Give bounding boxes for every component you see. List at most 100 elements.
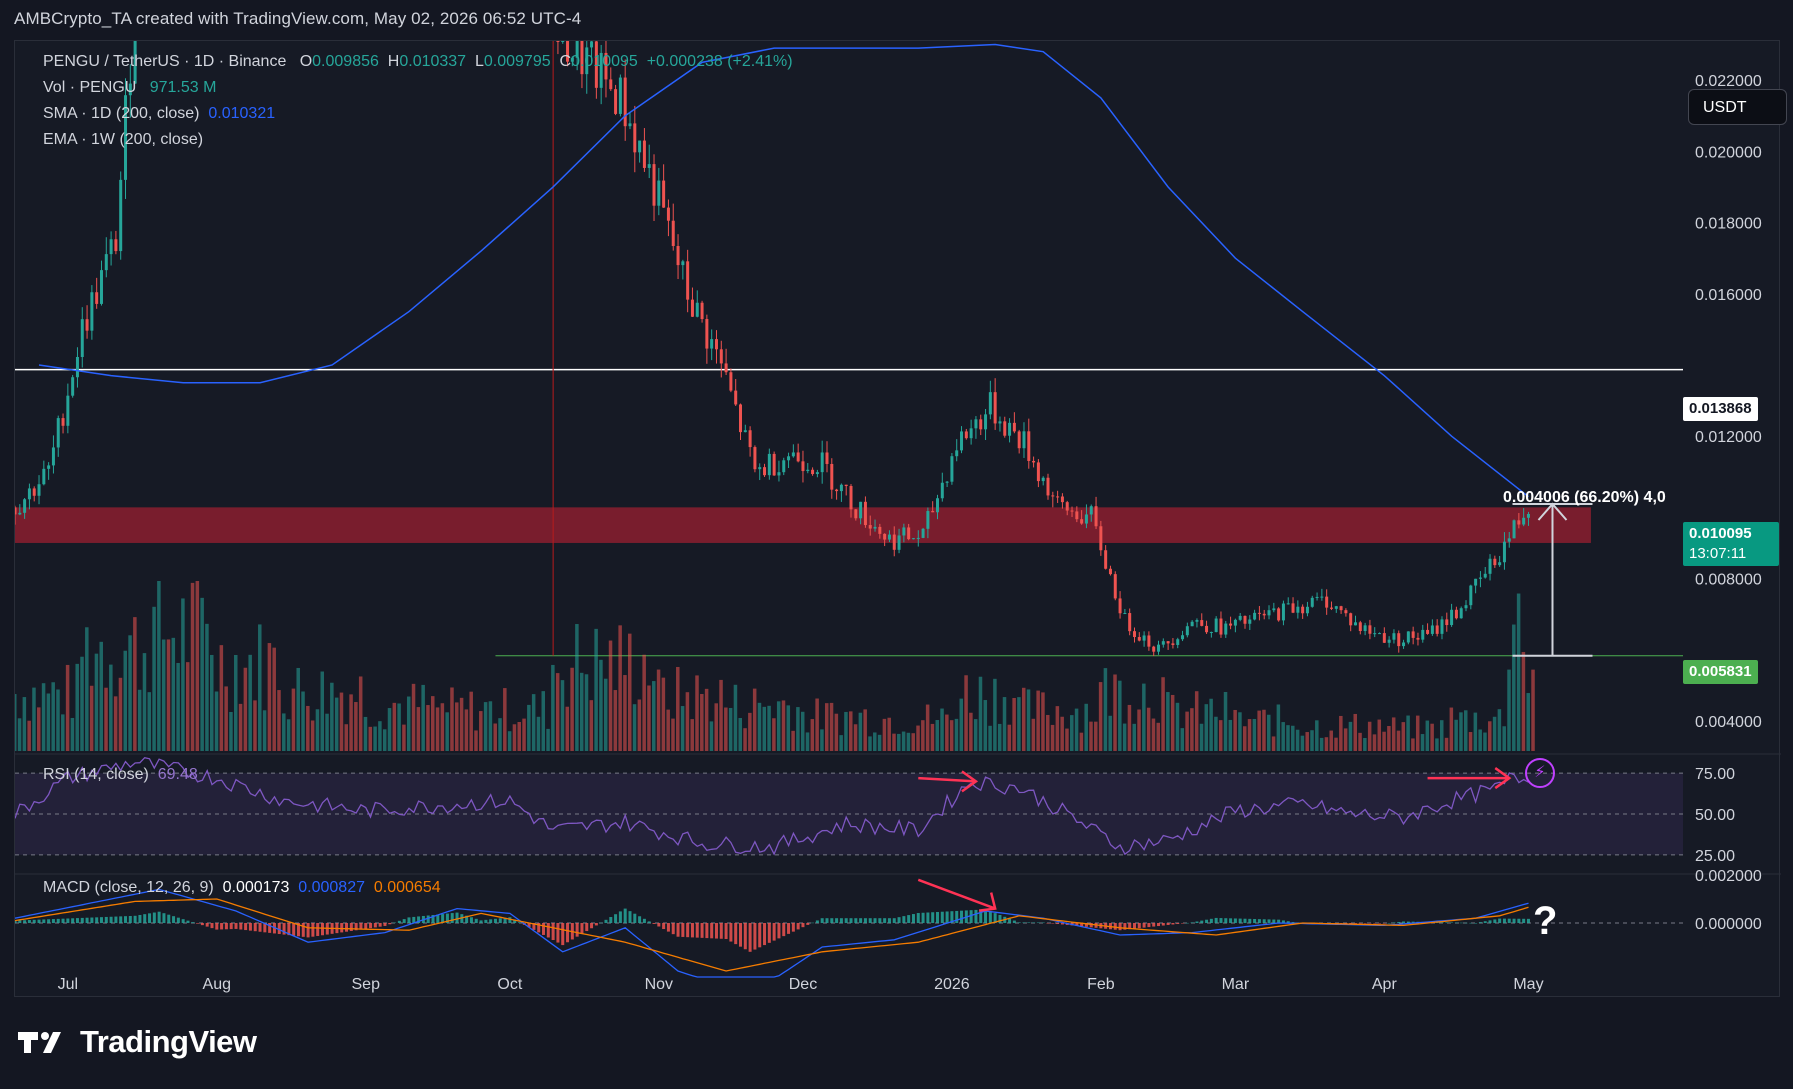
volume-bar bbox=[94, 653, 99, 751]
macd-histogram-bar bbox=[23, 920, 27, 923]
candle-body bbox=[104, 254, 108, 271]
volume-bar bbox=[147, 692, 152, 751]
candle-body bbox=[1118, 598, 1122, 614]
rsi-axis-label: 25.00 bbox=[1695, 848, 1735, 865]
candle-body bbox=[618, 77, 622, 114]
volume-bar bbox=[1175, 702, 1180, 751]
macd-histogram-bar bbox=[714, 923, 718, 939]
lightning-icon[interactable]: ⚡ bbox=[1525, 758, 1555, 788]
macd-histogram-bar bbox=[205, 923, 209, 927]
candle-body bbox=[700, 302, 704, 320]
volume-legend[interactable]: Vol · PENGU 971.53 M bbox=[43, 79, 216, 97]
macd-histogram-bar bbox=[1440, 922, 1444, 923]
macd-histogram-bar bbox=[1257, 919, 1261, 923]
chart-canvas[interactable]: 0.022000 0.020000 0.018000 0.016000 0.012000… bbox=[15, 41, 1781, 998]
macd-histogram-bar bbox=[1354, 923, 1358, 924]
macd-histogram-bar bbox=[739, 923, 743, 947]
candle-body bbox=[1301, 606, 1305, 614]
volume-bar bbox=[161, 639, 166, 751]
volume-bar bbox=[849, 711, 853, 751]
macd-histogram-bar bbox=[825, 918, 829, 923]
macd-histogram-bar bbox=[99, 917, 103, 923]
macd-histogram-bar bbox=[1238, 918, 1242, 923]
volume-bar bbox=[37, 707, 41, 751]
volume-bar bbox=[99, 641, 103, 751]
volume-bar bbox=[1286, 725, 1290, 751]
candle-body bbox=[1426, 629, 1430, 634]
macd-histogram-bar bbox=[128, 915, 132, 923]
volume-bar bbox=[815, 698, 819, 751]
macd-histogram-bar bbox=[1046, 923, 1050, 924]
macd-axis-label: 0.000000 bbox=[1695, 916, 1762, 933]
volume-bar bbox=[844, 711, 848, 751]
macd-histogram-bar bbox=[268, 923, 272, 933]
candle-body bbox=[1123, 613, 1127, 615]
macd-histogram-bar bbox=[873, 918, 877, 923]
volume-bar bbox=[282, 713, 286, 751]
macd-histogram-bar bbox=[1411, 921, 1415, 923]
volume-bar bbox=[868, 736, 872, 751]
volume-bar bbox=[517, 721, 521, 751]
macd-histogram-bar bbox=[623, 908, 627, 923]
candle-body bbox=[1209, 632, 1213, 634]
volume-bar bbox=[1430, 723, 1434, 751]
macd-histogram-bar bbox=[18, 920, 22, 923]
volume-bar bbox=[440, 703, 445, 751]
candle-body bbox=[907, 527, 911, 540]
macd-histogram-bar bbox=[532, 923, 536, 930]
volume-bar bbox=[1084, 703, 1088, 751]
chart-panel[interactable]: 0.022000 0.020000 0.018000 0.016000 0.012000… bbox=[14, 40, 1787, 998]
candle-body bbox=[1195, 620, 1199, 622]
volume-bar bbox=[791, 730, 795, 751]
macd-histogram-bar bbox=[224, 923, 228, 930]
macd-histogram-bar bbox=[157, 911, 161, 923]
macd-histogram-bar bbox=[75, 918, 79, 923]
macd-hist-value: 0.000654 bbox=[373, 879, 441, 896]
macd-histogram-bar bbox=[1469, 922, 1473, 924]
macd-histogram-bar bbox=[1387, 922, 1391, 924]
volume-bar bbox=[1185, 711, 1189, 751]
volume-bar bbox=[22, 697, 27, 751]
volume-bar bbox=[1079, 732, 1084, 751]
macd-histogram-bar bbox=[618, 911, 622, 923]
volume-bar bbox=[973, 719, 978, 751]
volume-bar bbox=[1166, 692, 1170, 751]
volume-bar bbox=[882, 718, 887, 751]
tradingview-logo[interactable]: TradingView bbox=[18, 1024, 257, 1060]
volume-bar bbox=[724, 707, 728, 751]
candle-body bbox=[916, 537, 920, 539]
volume-bar bbox=[834, 713, 839, 751]
macd-histogram-bar bbox=[1507, 918, 1511, 923]
macd-histogram-bar bbox=[984, 909, 988, 923]
macd-histogram-bar bbox=[1113, 923, 1117, 930]
volume-bar bbox=[1348, 721, 1353, 751]
logo-text: TradingView bbox=[80, 1024, 257, 1059]
currency-button[interactable]: USDT bbox=[1688, 89, 1787, 125]
sma-legend[interactable]: SMA · 1D (200, close) 0.010321 bbox=[43, 105, 275, 123]
macd-histogram-bar bbox=[176, 917, 180, 923]
macd-histogram-bar bbox=[1132, 923, 1136, 929]
price-axis-label: 0.020000 bbox=[1695, 144, 1762, 161]
candle-body bbox=[1080, 519, 1084, 524]
rsi-legend[interactable]: RSI (14, close) 69.48 bbox=[43, 766, 198, 784]
macd-histogram-bar bbox=[902, 916, 906, 923]
candle-body bbox=[1286, 603, 1290, 605]
volume-bar bbox=[618, 625, 622, 751]
macd-histogram-bar bbox=[566, 923, 570, 943]
macd-histogram-bar bbox=[935, 911, 939, 923]
macd-legend[interactable]: MACD (close, 12, 26, 9) 0.000173 0.00082… bbox=[43, 879, 441, 897]
legend-high-label: H bbox=[387, 53, 400, 70]
candle-body bbox=[1003, 421, 1007, 436]
volume-bar bbox=[858, 712, 863, 751]
macd-histogram-bar bbox=[498, 918, 502, 923]
macd-histogram-bar bbox=[373, 923, 377, 928]
ema-legend[interactable]: EMA · 1W (200, close) bbox=[43, 131, 203, 149]
candle-body bbox=[56, 418, 60, 448]
volume-bar bbox=[752, 688, 757, 751]
volume-bar bbox=[85, 627, 89, 751]
volume-bar bbox=[363, 716, 368, 751]
legend-symbol[interactable]: PENGU / TetherUS · 1D · Binance bbox=[43, 53, 287, 70]
macd-histogram-bar bbox=[196, 923, 200, 924]
candle-body bbox=[1474, 578, 1478, 586]
volume-bar bbox=[1521, 651, 1526, 751]
